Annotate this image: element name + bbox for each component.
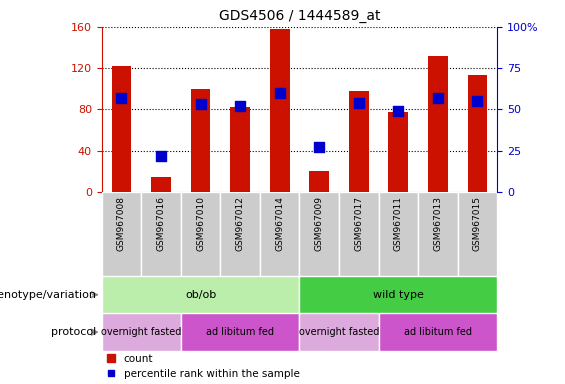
Bar	[191, 89, 210, 192]
Text: GSM967008: GSM967008	[117, 196, 126, 251]
Text: ob/ob: ob/ob	[185, 290, 216, 300]
FancyBboxPatch shape	[102, 192, 141, 276]
Point	[473, 98, 482, 104]
Point	[315, 144, 324, 151]
Text: protocol: protocol	[51, 327, 96, 337]
FancyBboxPatch shape	[141, 192, 181, 276]
Point	[354, 100, 363, 106]
Bar	[349, 91, 368, 192]
Legend: count, percentile rank within the sample: count, percentile rank within the sample	[107, 354, 299, 379]
FancyBboxPatch shape	[102, 313, 181, 351]
Point	[196, 101, 205, 108]
Text: GSM967014: GSM967014	[275, 196, 284, 251]
FancyBboxPatch shape	[299, 192, 339, 276]
Text: GSM967013: GSM967013	[433, 196, 442, 251]
FancyBboxPatch shape	[181, 313, 299, 351]
Text: GSM967017: GSM967017	[354, 196, 363, 251]
Text: ad libitum fed: ad libitum fed	[404, 327, 472, 337]
Point	[433, 95, 442, 101]
FancyBboxPatch shape	[299, 276, 497, 313]
Bar	[310, 171, 329, 192]
FancyBboxPatch shape	[458, 192, 497, 276]
Bar	[231, 108, 250, 192]
FancyBboxPatch shape	[379, 313, 497, 351]
Text: GSM967016: GSM967016	[157, 196, 166, 251]
Text: GSM967011: GSM967011	[394, 196, 403, 251]
FancyBboxPatch shape	[299, 313, 379, 351]
Point	[117, 95, 126, 101]
Text: overnight fasted: overnight fasted	[101, 327, 181, 337]
Bar	[468, 75, 487, 192]
FancyBboxPatch shape	[181, 192, 220, 276]
Point	[394, 108, 403, 114]
Text: genotype/variation: genotype/variation	[0, 290, 96, 300]
Text: GSM967012: GSM967012	[236, 196, 245, 251]
FancyBboxPatch shape	[220, 192, 260, 276]
Text: wild type: wild type	[373, 290, 424, 300]
Point	[275, 90, 284, 96]
Text: overnight fasted: overnight fasted	[299, 327, 379, 337]
FancyBboxPatch shape	[260, 192, 299, 276]
Point	[236, 103, 245, 109]
Point	[157, 152, 166, 159]
Text: GSM967015: GSM967015	[473, 196, 482, 251]
Bar	[389, 111, 408, 192]
FancyBboxPatch shape	[102, 276, 299, 313]
Title: GDS4506 / 1444589_at: GDS4506 / 1444589_at	[219, 9, 380, 23]
FancyBboxPatch shape	[379, 192, 418, 276]
Bar	[428, 56, 447, 192]
Text: GSM967009: GSM967009	[315, 196, 324, 251]
FancyBboxPatch shape	[339, 192, 379, 276]
Bar	[270, 29, 289, 192]
Bar	[151, 177, 171, 192]
FancyBboxPatch shape	[418, 192, 458, 276]
Text: GSM967010: GSM967010	[196, 196, 205, 251]
Text: ad libitum fed: ad libitum fed	[206, 327, 274, 337]
Bar	[111, 66, 131, 192]
